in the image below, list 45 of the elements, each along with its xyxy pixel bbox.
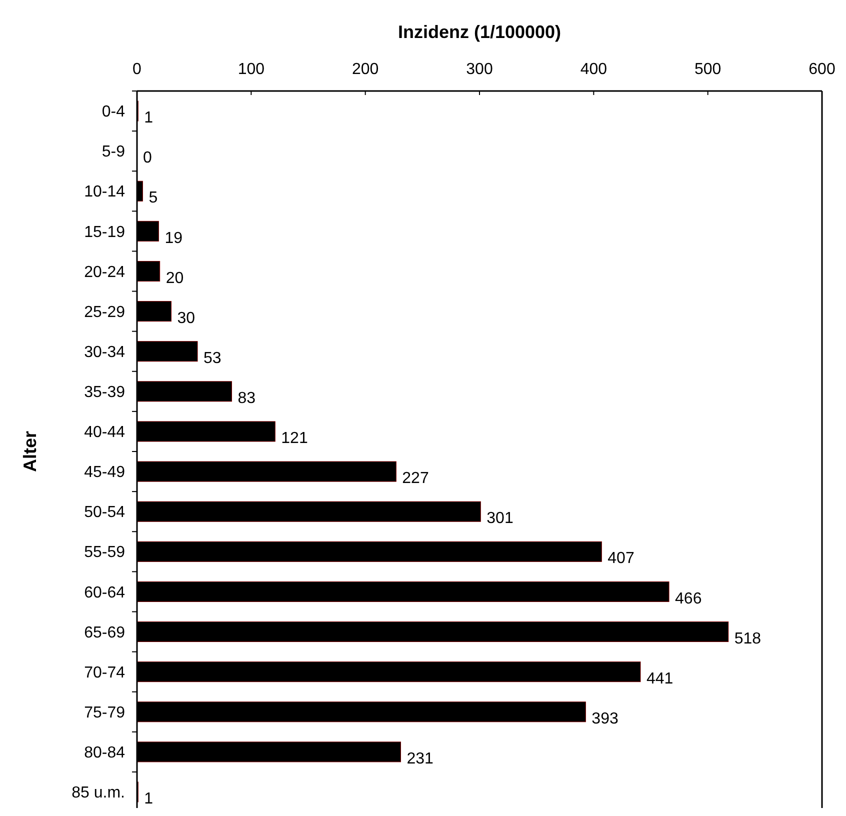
y-tick-label: 75-79: [84, 704, 126, 722]
y-tick-label: 80-84: [84, 744, 126, 762]
x-tick-label: 400: [580, 61, 608, 78]
x-tick-label: 0: [132, 61, 142, 78]
x-tick-label: 200: [352, 61, 379, 78]
y-tick-label: 70-74: [84, 664, 126, 682]
y-tick-label: 65-69: [84, 624, 126, 642]
data-label: 0: [143, 150, 152, 167]
x-tick-label: 100: [238, 61, 265, 78]
y-tick-label: 5-9: [102, 144, 126, 161]
data-label: 53: [204, 350, 222, 367]
data-label: 227: [402, 470, 429, 488]
x-axis-title: Inzidenz (1/100000): [398, 22, 562, 42]
y-tick-label: 50-54: [84, 504, 126, 522]
y-tick-label: 40-44: [84, 424, 126, 442]
data-label: 441: [646, 670, 674, 688]
y-tick-label: 60-64: [84, 584, 126, 602]
data-label: 301: [486, 510, 514, 528]
y-tick-label: 25-29: [84, 304, 126, 321]
data-label: 393: [592, 710, 618, 728]
y-tick-label: 15-19: [84, 224, 126, 241]
y-axis-title: Alter: [20, 430, 40, 472]
data-label: 121: [281, 430, 308, 448]
y-tick-label: 35-39: [84, 384, 126, 402]
data-label: 30: [177, 310, 196, 327]
y-tick-label: 85 u.m.: [72, 784, 125, 802]
x-tick-label: 300: [466, 61, 493, 78]
y-tick-label: 55-59: [84, 544, 126, 562]
y-tick-label: 45-49: [84, 464, 126, 482]
data-label: 466: [675, 590, 702, 608]
y-tick-label: 0-4: [102, 104, 126, 121]
data-label: 1: [144, 790, 154, 808]
data-label: 231: [406, 750, 434, 768]
data-label: 20: [166, 270, 184, 287]
data-label: 19: [164, 230, 183, 247]
x-tick-label: 600: [808, 61, 836, 78]
data-label: 5: [148, 190, 158, 207]
data-label: 83: [238, 390, 256, 408]
x-tick-label: 500: [694, 61, 722, 78]
y-tick-label: 30-34: [84, 344, 126, 361]
data-label: 407: [608, 550, 634, 568]
data-label: 1: [144, 110, 154, 127]
data-label: 518: [734, 630, 762, 648]
y-tick-label: 20-24: [84, 264, 126, 281]
y-tick-label: 10-14: [84, 184, 126, 201]
